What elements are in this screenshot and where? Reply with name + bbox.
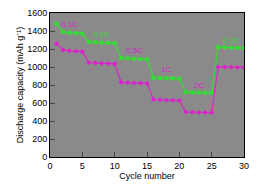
svg-text:15: 15	[142, 161, 152, 171]
svg-text:0: 0	[47, 161, 52, 171]
svg-text:0.2C: 0.2C	[93, 30, 110, 39]
svg-text:400: 400	[32, 116, 47, 126]
svg-text:5: 5	[80, 161, 85, 171]
svg-text:200: 200	[32, 134, 47, 144]
svg-text:1400: 1400	[27, 26, 47, 36]
svg-text:0.2C: 0.2C	[223, 36, 240, 45]
svg-text:25: 25	[207, 161, 217, 171]
svg-text:30: 30	[239, 161, 249, 171]
svg-text:600: 600	[32, 98, 47, 108]
svg-text:0: 0	[42, 152, 47, 162]
svg-text:Discharge capacity (mAh g⁻¹): Discharge capacity (mAh g⁻¹)	[15, 27, 25, 144]
svg-text:10: 10	[110, 161, 120, 171]
svg-text:2C: 2C	[194, 81, 204, 90]
svg-text:1200: 1200	[27, 44, 47, 54]
svg-text:20: 20	[174, 161, 184, 171]
svg-text:800: 800	[32, 80, 47, 90]
svg-text:1000: 1000	[27, 62, 47, 72]
svg-text:0.5C: 0.5C	[126, 46, 143, 55]
svg-text:1600: 1600	[27, 8, 47, 18]
svg-text:Cycle number: Cycle number	[119, 171, 175, 181]
svg-text:0.1C: 0.1C	[61, 20, 78, 29]
svg-text:1C: 1C	[161, 65, 171, 74]
